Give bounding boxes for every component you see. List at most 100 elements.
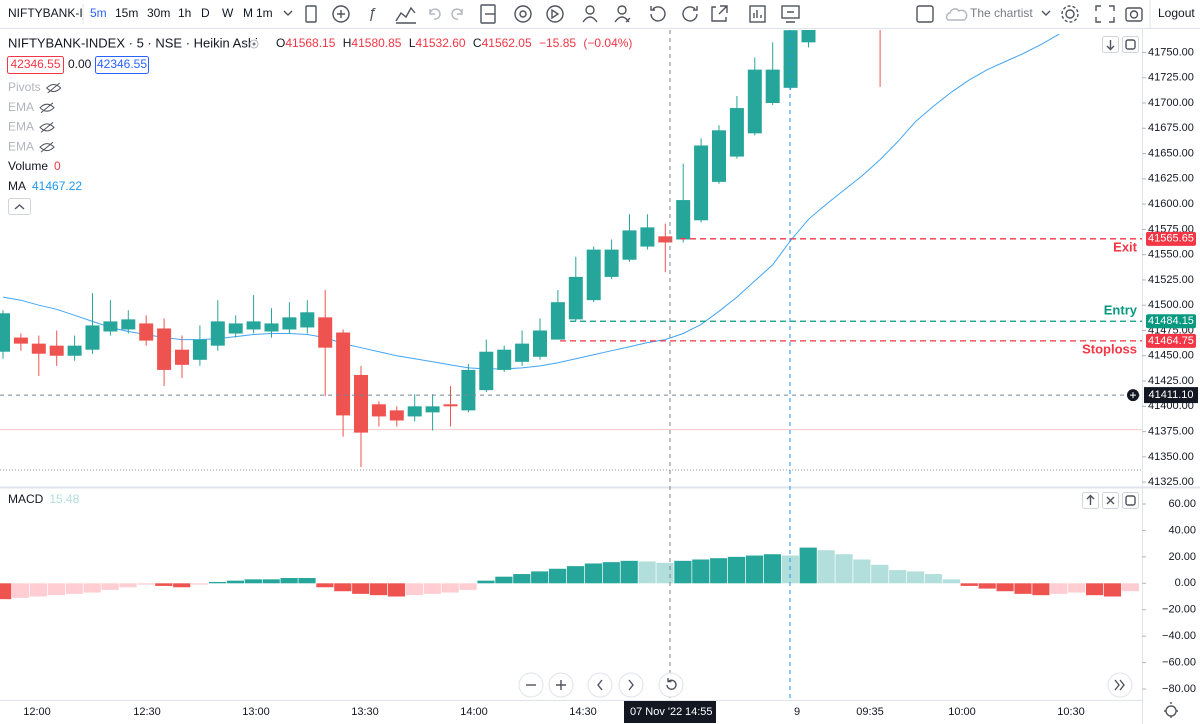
candle-body	[640, 227, 655, 247]
settings-icon[interactable]	[1164, 702, 1178, 718]
macd-bar	[620, 560, 638, 584]
macd-pane	[0, 547, 1139, 600]
interval-button[interactable]: 1h	[178, 6, 191, 20]
chart-icon-bars[interactable]	[753, 10, 762, 18]
candle-body	[515, 343, 530, 362]
templates-icon[interactable]	[395, 6, 416, 24]
macd-bar	[978, 583, 996, 589]
cloud-icon[interactable]	[945, 8, 968, 21]
hidden-indicators: Pivots EMA EMA EMA	[8, 80, 62, 153]
alert-icon-dot[interactable]	[519, 10, 527, 18]
chart-icon[interactable]	[749, 5, 766, 23]
hidden-eye-icon[interactable]	[39, 102, 55, 114]
macd-bar	[853, 559, 871, 584]
pane-buttons[interactable]	[1082, 36, 1139, 509]
maximize-icon[interactable]	[1125, 495, 1136, 506]
replay-icon-play[interactable]	[551, 8, 560, 20]
zoom-in-icon[interactable]	[556, 680, 566, 690]
interval-button[interactable]: M	[243, 6, 253, 20]
layout-menu[interactable]	[1041, 10, 1051, 16]
y-tick-label: 0.00	[1175, 577, 1196, 589]
snapshot-icon-lens[interactable]	[1129, 10, 1139, 19]
toolbar-icons[interactable]: ƒ	[305, 4, 1143, 24]
interval-button[interactable]: 5m	[90, 6, 107, 20]
compare-icon[interactable]	[617, 5, 627, 15]
scroll-left-icon[interactable]	[597, 679, 603, 691]
hidden-eye-icon[interactable]	[39, 141, 55, 153]
interval-button[interactable]: D	[201, 6, 210, 20]
interval-button[interactable]: 15m	[115, 6, 138, 20]
snapshot-icon[interactable]	[1125, 7, 1143, 22]
buy-button[interactable]	[95, 56, 149, 74]
popout-icon[interactable]	[711, 5, 728, 22]
refresh-icon[interactable]	[682, 6, 698, 22]
screen-icon[interactable]	[781, 5, 800, 19]
scroll-right-icon[interactable]	[628, 679, 634, 691]
maximize-button[interactable]	[1122, 36, 1139, 53]
maximize-button[interactable]	[1122, 492, 1139, 509]
sell-price[interactable]: 42346.55	[10, 57, 60, 71]
navigation[interactable]	[518, 672, 1178, 718]
sell-button[interactable]	[7, 56, 64, 74]
interval-button[interactable]: W	[222, 6, 234, 20]
collapse-icon[interactable]	[14, 204, 25, 210]
hidden-eye-icon[interactable]	[39, 122, 55, 133]
y-tick-label: 41375.00	[1148, 426, 1194, 438]
reset-icon[interactable]	[650, 6, 666, 22]
settings-icon-gear[interactable]	[1061, 5, 1079, 23]
candle-icon[interactable]	[305, 5, 317, 23]
scroll-end-button[interactable]	[1107, 672, 1133, 698]
buy-price[interactable]: 42346.55	[97, 57, 147, 71]
y-tick-label: −60.00	[1162, 657, 1196, 669]
scroll-end-icon[interactable]	[1114, 679, 1125, 691]
move-up-icon[interactable]	[1086, 494, 1095, 506]
screen-icon-base[interactable]	[786, 11, 795, 23]
settings-icon[interactable]	[1065, 9, 1075, 19]
maximize-icon[interactable]	[1125, 39, 1136, 50]
crosshair-add-icon[interactable]	[1130, 392, 1136, 399]
macd-bar	[370, 583, 388, 596]
candle-body	[568, 276, 583, 320]
macd-bar	[1050, 583, 1068, 594]
symbol[interactable]: NIFTYBANK-I	[8, 6, 83, 20]
x-tick-label: 14:30	[569, 706, 597, 718]
add-icon-plus[interactable]	[337, 10, 345, 18]
user-icon-body[interactable]	[582, 16, 598, 23]
macd-bar	[405, 583, 423, 596]
scroll-right-button[interactable]	[618, 672, 644, 698]
move-down-icon[interactable]	[1106, 40, 1115, 51]
replay-icon[interactable]	[546, 5, 564, 23]
y-tick-label: 41625.00	[1148, 173, 1194, 185]
redo-icon[interactable]	[451, 8, 463, 20]
macd-bar	[334, 583, 352, 592]
collapse-button[interactable]	[8, 198, 31, 215]
level-name: Entry	[1104, 303, 1138, 318]
close-icon[interactable]	[1106, 496, 1115, 505]
add-icon[interactable]	[332, 5, 350, 23]
price-pane	[0, 30, 1142, 471]
scroll-left-button[interactable]	[587, 672, 613, 698]
fx-icon[interactable]: ƒ	[368, 5, 376, 22]
indicator-name: EMA	[8, 100, 34, 114]
interval-button[interactable]: 1m	[256, 6, 273, 20]
logout-button[interactable]: Logout	[1158, 6, 1195, 20]
reset-button[interactable]	[658, 672, 684, 698]
macd-bar	[47, 583, 65, 596]
layout-icon[interactable]	[916, 5, 934, 23]
hidden-eye-icon[interactable]	[45, 82, 62, 94]
alert-icon[interactable]	[514, 5, 532, 23]
candle-body	[497, 349, 512, 370]
fullscreen-icon[interactable]	[1095, 5, 1115, 23]
macd-legend: MACD 15.48	[8, 492, 80, 506]
layout-name[interactable]: The chartist	[970, 6, 1033, 20]
reset-icon[interactable]	[666, 678, 677, 690]
user-icon[interactable]	[585, 5, 595, 15]
undo-icon[interactable]	[429, 8, 441, 20]
interval-menu[interactable]	[283, 10, 293, 16]
y-tick-label: 41425.00	[1148, 375, 1194, 387]
y-tick-label: −20.00	[1162, 604, 1196, 616]
compare-icon-body[interactable]	[614, 16, 631, 23]
change-pct: (−0.04%)	[583, 36, 632, 50]
macd-bar	[29, 583, 48, 597]
interval-button[interactable]: 30m	[147, 6, 170, 20]
